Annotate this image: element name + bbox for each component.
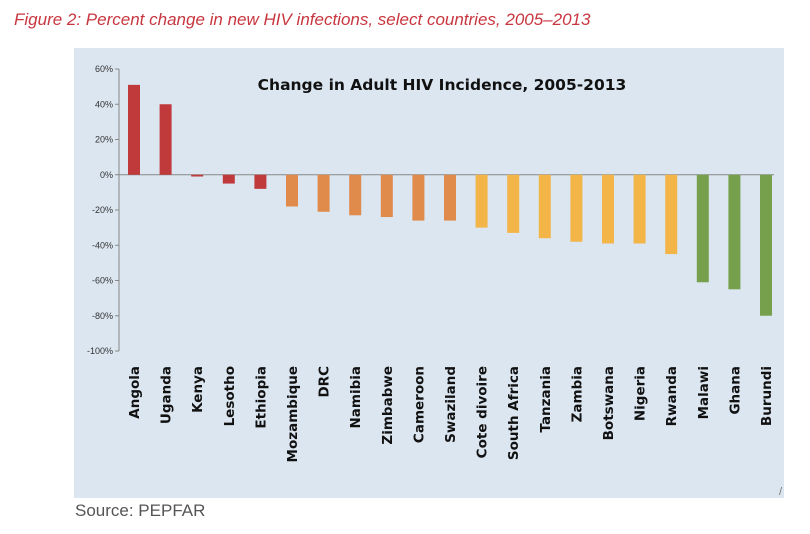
y-tick-label: -60%	[92, 276, 113, 286]
bar-angola	[128, 84, 140, 175]
x-category-label: Zimbabwe	[380, 366, 396, 445]
bar-kenya	[191, 174, 204, 177]
source-note: Source: PEPFAR	[75, 501, 206, 520]
x-category-label: Cameroon	[411, 366, 427, 443]
x-category-label: Nigeria	[633, 366, 649, 421]
bar-rwanda	[665, 174, 678, 255]
x-category-label: Kenya	[190, 366, 206, 413]
bar-ghana	[728, 174, 741, 290]
y-tick-label: -20%	[92, 205, 113, 215]
x-category-label: Ghana	[727, 366, 743, 415]
bar-cameroon	[412, 174, 425, 221]
bar-south-africa	[507, 174, 520, 233]
bar-tanzania	[538, 174, 551, 239]
x-category-label: Uganda	[159, 366, 175, 424]
bar-burundi	[760, 174, 772, 316]
y-tick-label: -100%	[87, 346, 113, 356]
chart-area: Change in Adult HIV Incidence, 2005-2013…	[74, 48, 784, 498]
y-tick-label: 40%	[95, 99, 113, 109]
x-category-label: Lesotho	[222, 366, 238, 426]
y-tick-label: 60%	[95, 64, 113, 74]
bar-namibia	[349, 174, 362, 216]
x-category-label: Tanzania	[538, 366, 554, 433]
bar-zimbabwe	[380, 174, 393, 218]
x-category-label: South Africa	[506, 366, 522, 460]
y-tick-label: 0%	[100, 170, 113, 180]
corner-mark: /	[779, 486, 783, 498]
bar-zambia	[570, 174, 583, 242]
figure-caption: Figure 2: Percent change in new HIV infe…	[14, 10, 591, 29]
bar-mozambique	[286, 174, 298, 207]
x-category-label: Mozambique	[285, 366, 301, 462]
bar-lesotho	[222, 174, 235, 184]
bar-chart: Change in Adult HIV Incidence, 2005-2013…	[87, 64, 775, 462]
x-category-label: DRC	[317, 366, 333, 398]
x-category-label: Namibia	[348, 366, 364, 429]
x-category-label: Angola	[127, 366, 143, 419]
x-category-label: Ethiopia	[253, 366, 269, 429]
bar-nigeria	[633, 174, 646, 244]
bar-swaziland	[444, 174, 456, 221]
x-category-label: Cote divoire	[475, 366, 491, 458]
y-tick-label: 20%	[95, 135, 113, 145]
x-category-label: Burundi	[759, 366, 775, 426]
bar-malawi	[696, 174, 709, 283]
y-tick-label: -80%	[92, 311, 113, 321]
bar-cote-divoire	[475, 174, 488, 228]
x-category-label: Swaziland	[443, 366, 459, 443]
x-category-label: Zambia	[569, 366, 585, 422]
bar-botswana	[602, 174, 614, 244]
x-category-label: Botswana	[601, 366, 617, 440]
x-category-label: Malawi	[696, 366, 712, 419]
chart-title: Change in Adult HIV Incidence, 2005-2013	[258, 76, 627, 94]
bar-drc	[317, 174, 330, 212]
bar-ethiopia	[254, 174, 267, 189]
bar-uganda	[159, 104, 172, 175]
x-category-label: Rwanda	[664, 366, 680, 426]
y-tick-label: -40%	[92, 240, 113, 250]
